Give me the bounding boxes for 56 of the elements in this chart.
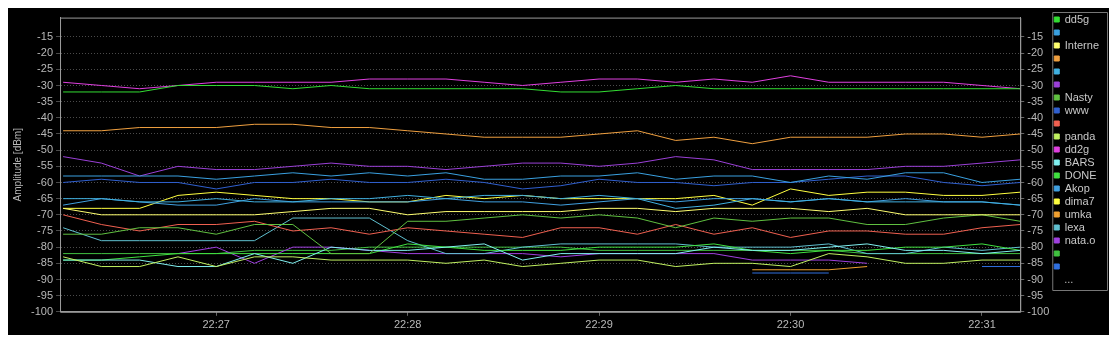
y-tick-label: -30 [37,78,54,91]
y2-tick-label: -75 [1027,224,1044,237]
y2-tick-label: -100 [1027,304,1050,317]
y-tick-label: -40 [37,110,54,123]
y-axis-title: Amplitude [dBm] [11,127,23,202]
y2-tick-label: -15 [1027,30,1044,43]
y2-tick-label: -90 [1027,272,1044,285]
y-tick-label: -35 [37,94,54,107]
y2-tick-label: -80 [1027,240,1044,253]
legend-label: panda [1064,129,1097,142]
y2-tick-label: -70 [1027,207,1044,220]
y2-tick-label: -30 [1027,78,1044,91]
legend-label: nata.o [1064,233,1096,246]
legend-label: BARS [1064,155,1095,168]
y-tick-label: -60 [37,175,54,188]
legend-label: lexa [1064,220,1086,233]
y2-tick-label: -45 [1027,127,1044,140]
y-tick-label: -100 [30,304,54,317]
y2-tick-label: -35 [1027,94,1044,107]
y2-tick-label: -20 [1027,46,1044,59]
legend-label: DONE [1064,168,1097,181]
y-tick-label: -85 [37,256,54,269]
y-tick-label: -55 [37,159,54,172]
y2-tick-label: -55 [1027,159,1044,172]
x-tick-label: 22:29 [585,318,613,331]
y-tick-label: -25 [37,62,54,75]
legend-label: dd5g [1064,12,1090,25]
x-tick-label: 22:30 [776,318,805,331]
y-tick-label: -50 [37,143,54,156]
y2-tick-label: -40 [1027,110,1044,123]
y-tick-label: -75 [37,224,54,237]
legend-label: dima7 [1064,194,1095,207]
legend-label: dd2g [1064,142,1090,155]
y2-tick-label: -50 [1027,143,1044,156]
legend-label: Akop [1064,181,1090,194]
y-tick-label: -95 [37,288,54,301]
x-tick-label: 22:27 [202,318,230,331]
y-tick-label: -90 [37,272,54,285]
x-tick-label: 22:28 [393,318,422,331]
legend-label: umka [1064,207,1093,220]
y2-tick-label: -85 [1027,256,1044,269]
y-tick-label: -65 [37,191,54,204]
text: ... [1064,272,1074,285]
y2-tick-label: -95 [1027,288,1044,301]
y2-tick-label: -25 [1027,62,1044,75]
y-tick-label: -45 [37,127,54,140]
y-tick-label: -70 [37,207,54,220]
x-tick-label: 22:31 [968,318,996,331]
y-tick-label: -20 [37,46,54,59]
y-tick-label: -80 [37,240,54,253]
legend-label: Interne [1064,38,1099,51]
legend-label: www [1063,103,1089,116]
y-tick-label: -15 [37,30,54,43]
y2-tick-label: -65 [1027,191,1044,204]
y2-tick-label: -60 [1027,175,1044,188]
legend-label: Nasty [1064,90,1094,103]
